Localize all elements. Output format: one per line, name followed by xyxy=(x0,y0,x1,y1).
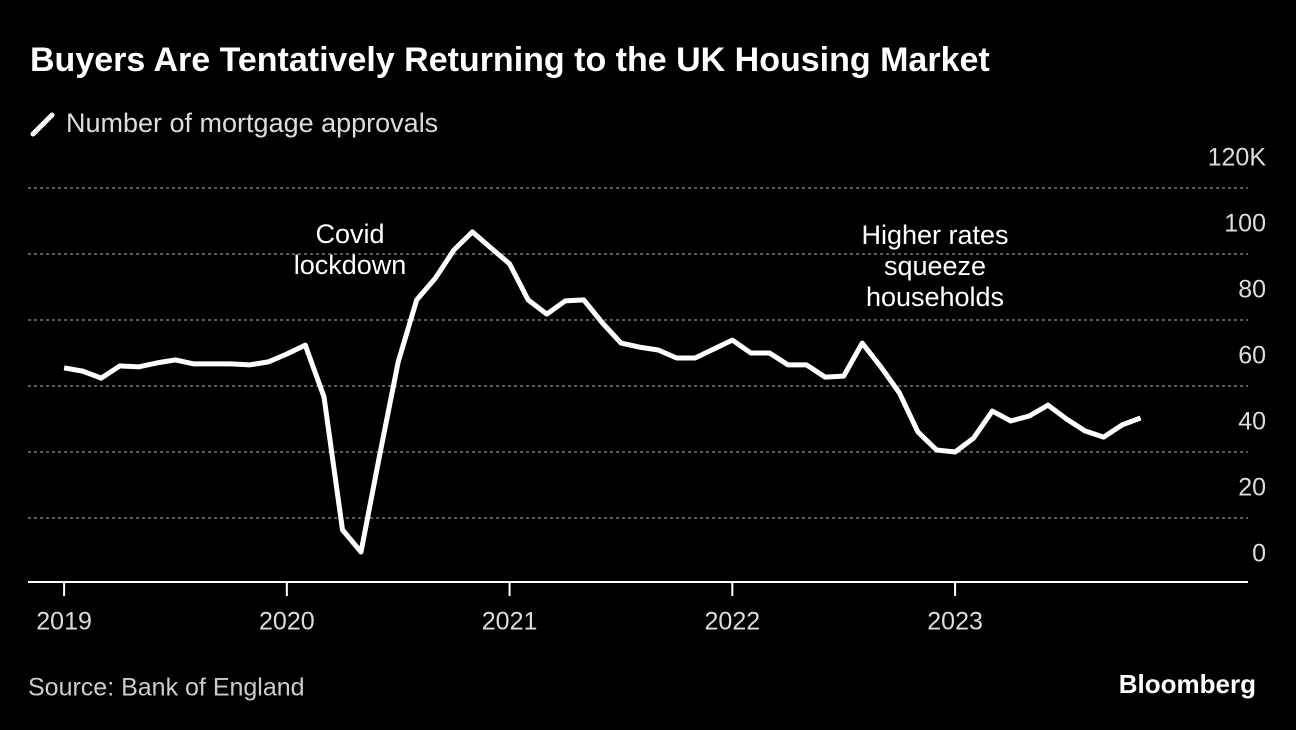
y-tick-label: 100 xyxy=(1224,210,1266,238)
y-tick-label: 40 xyxy=(1238,408,1266,436)
legend-label: Number of mortgage approvals xyxy=(66,108,438,138)
data-line xyxy=(63,229,1142,555)
y-tick-label: 60 xyxy=(1238,342,1266,370)
x-tick-label: 2020 xyxy=(259,608,315,636)
source: Source: Bank of England xyxy=(28,674,305,702)
x-tick-label: 2021 xyxy=(482,608,538,636)
x-tick-label: 2019 xyxy=(36,608,92,636)
y-tick-label: 0 xyxy=(1252,540,1266,568)
x-tick-label: 2022 xyxy=(705,608,761,636)
y-tick-label: 80 xyxy=(1238,276,1266,304)
y-tick-label: 120K xyxy=(1208,144,1267,172)
annotation: households xyxy=(866,282,1004,312)
annotation: Higher rates xyxy=(861,220,1008,250)
brand: Bloomberg xyxy=(1119,669,1256,699)
y-tick-label: 20 xyxy=(1238,474,1266,502)
legend-swatch xyxy=(30,112,55,137)
annotation: squeeze xyxy=(884,251,986,281)
annotation: Covid xyxy=(315,219,384,249)
annotation: lockdown xyxy=(294,250,407,280)
chart-title: Buyers Are Tentatively Returning to the … xyxy=(30,41,990,79)
x-tick-label: 2023 xyxy=(927,608,983,636)
